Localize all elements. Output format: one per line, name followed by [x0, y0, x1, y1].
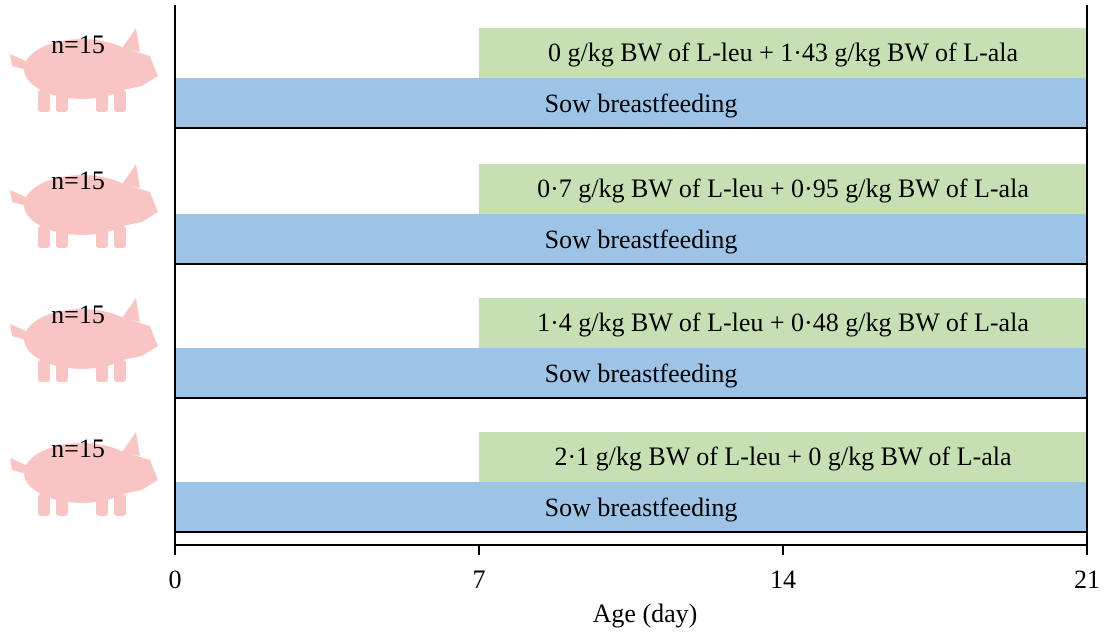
- group-row: n=15 0 g/kg BW of L-leu + 1·43 g/kg BW of…: [10, 28, 1087, 129]
- base-label: Sow breastfeeding: [545, 359, 738, 388]
- supplement-label: 2·1 g/kg BW of L-leu + 0 g/kg BW of L-al…: [554, 442, 1012, 471]
- supplement-bar: [479, 298, 1087, 348]
- group-size-label: n=15: [51, 166, 105, 195]
- group-row: n=15 1·4 g/kg BW of L-leu + 0·48 g/kg BW …: [10, 298, 1087, 399]
- x-tick-label: 21: [1074, 565, 1100, 594]
- x-axis-label: Age (day): [593, 599, 698, 628]
- base-bar: [175, 214, 1087, 264]
- base-bar: [175, 348, 1087, 398]
- group-size-label: n=15: [51, 300, 105, 329]
- x-tick-label: 14: [770, 565, 796, 594]
- group-size-label: n=15: [51, 434, 105, 463]
- base-label: Sow breastfeeding: [545, 225, 738, 254]
- supplement-label: 0 g/kg BW of L-leu + 1·43 g/kg BW of L-a…: [548, 38, 1019, 67]
- supplement-bar: [479, 432, 1087, 482]
- supplement-label: 1·4 g/kg BW of L-leu + 0·48 g/kg BW of L…: [537, 308, 1029, 337]
- group-size-label: n=15: [51, 30, 105, 59]
- base-bar: [175, 78, 1087, 128]
- x-tick-label: 7: [473, 565, 486, 594]
- base-bar: [175, 482, 1087, 532]
- base-label: Sow breastfeeding: [545, 493, 738, 522]
- base-label: Sow breastfeeding: [545, 89, 738, 118]
- group-row: n=15 2·1 g/kg BW of L-leu + 0 g/kg BW of …: [10, 432, 1087, 533]
- supplement-bar: [479, 28, 1087, 78]
- groups-layer: n=15 0 g/kg BW of L-leu + 1·43 g/kg BW of…: [10, 28, 1087, 533]
- x-axis-ticks: 0 7 14 21: [169, 545, 1100, 594]
- x-tick-label: 0: [169, 565, 182, 594]
- supplement-label: 0·7 g/kg BW of L-leu + 0·95 g/kg BW of L…: [537, 174, 1029, 203]
- group-row: n=15 0·7 g/kg BW of L-leu + 0·95 g/kg BW …: [10, 164, 1087, 265]
- supplement-bar: [479, 164, 1087, 214]
